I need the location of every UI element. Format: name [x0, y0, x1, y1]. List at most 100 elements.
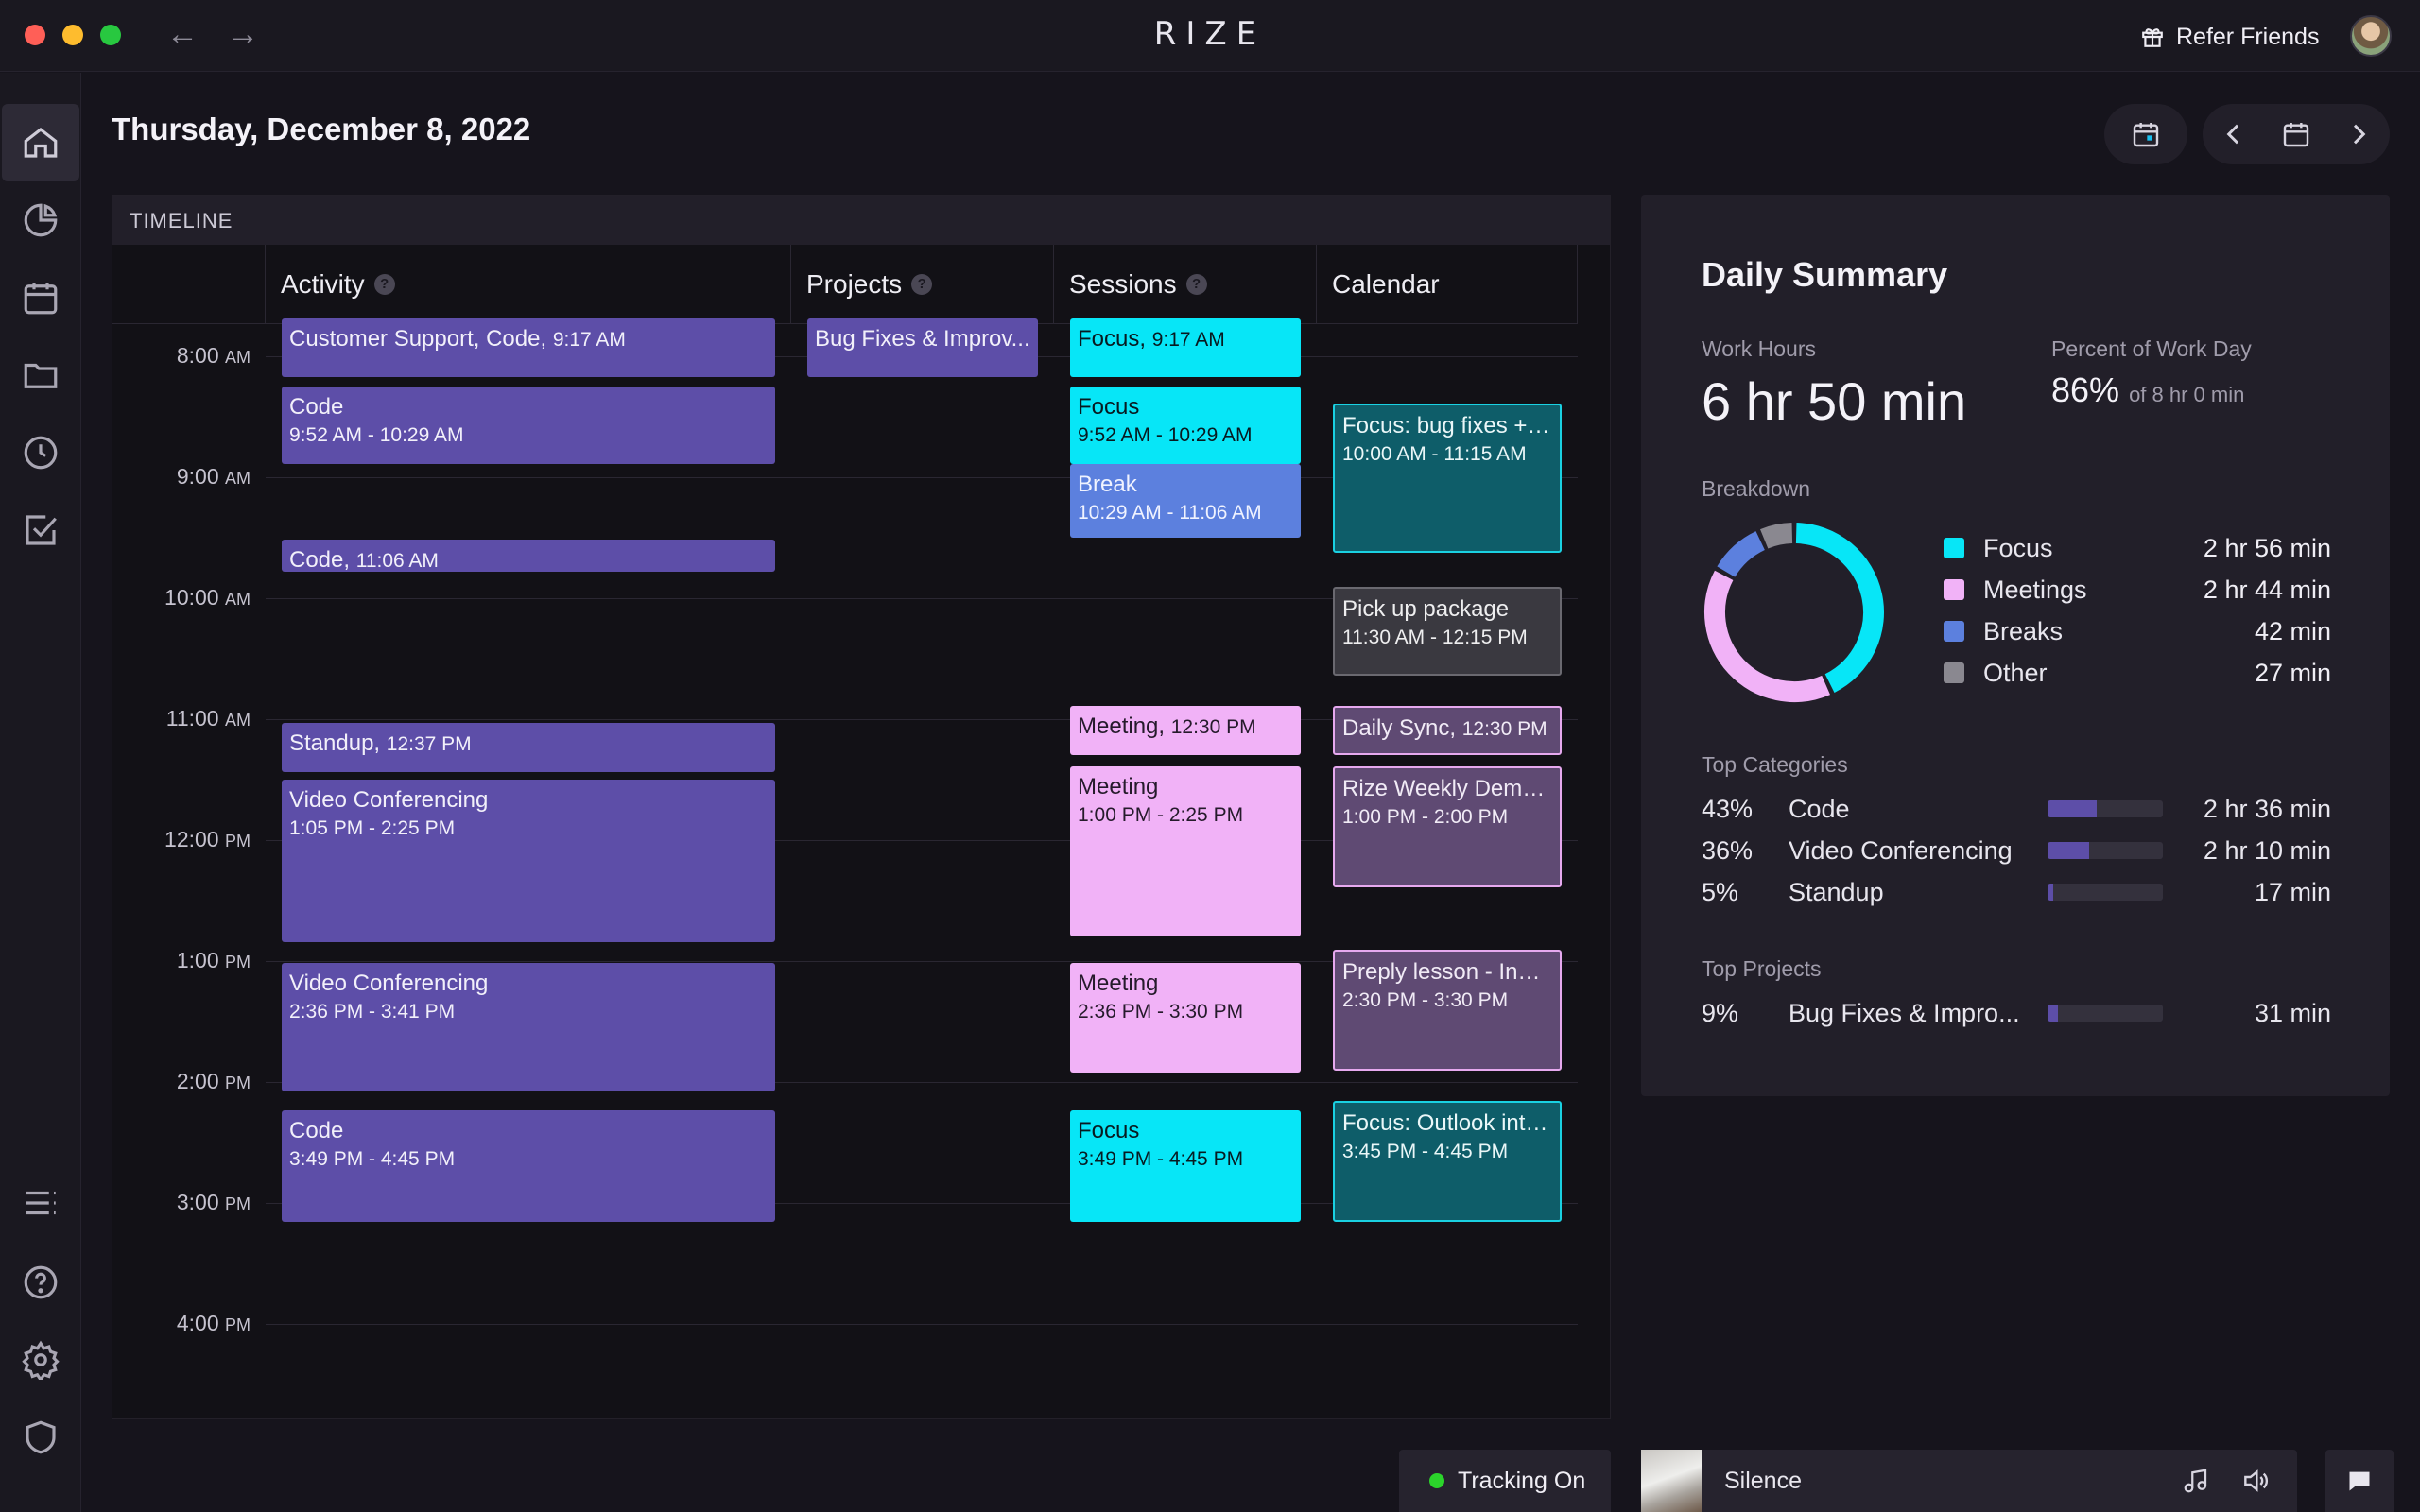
title-bar: ← → RIZE Refer Friends [0, 0, 2420, 72]
breakdown-legend-row: Other 27 min [1944, 654, 2331, 692]
category-row[interactable]: 43% Code 2 hr 36 min [1702, 790, 2331, 828]
event-title: Customer Support, Code, 9:17 AM [289, 326, 626, 352]
event-time: 10:00 AM - 11:15 AM [1342, 443, 1527, 465]
row-name: Standup [1789, 877, 1884, 906]
chevron-right-icon[interactable] [2343, 119, 2374, 149]
activity-event[interactable]: Video Conferencing 2:36 PM - 3:41 PM [282, 963, 775, 1091]
calendar-event[interactable]: Pick up package 11:30 AM - 12:15 PM [1333, 587, 1562, 676]
legend-value: 2 hr 56 min [2203, 533, 2331, 562]
event-time: 12:30 PM [1461, 718, 1547, 740]
home-icon [24, 128, 58, 158]
row-value: 2 hr 10 min [2203, 835, 2331, 865]
summary-title: Daily Summary [1702, 255, 1948, 294]
hour-ampm: AM [225, 711, 251, 730]
help-badge-icon[interactable]: ? [1185, 273, 1207, 295]
nav-calendar[interactable] [2, 259, 79, 336]
sessions-event[interactable]: Break 10:29 AM - 11:06 AM [1070, 464, 1301, 538]
hour-ampm: AM [225, 348, 251, 367]
donut-slice-focus [1795, 523, 1884, 693]
breakdown-label: Breakdown [1702, 476, 1811, 501]
event-time: 11:30 AM - 12:15 PM [1342, 627, 1528, 648]
activity-event[interactable]: Standup, 12:37 PM [282, 723, 775, 772]
category-row[interactable]: 36% Video Conferencing 2 hr 10 min [1702, 832, 2331, 869]
hour-ampm: AM [225, 590, 251, 609]
sessions-event[interactable]: Focus 9:52 AM - 10:29 AM [1070, 387, 1301, 464]
event-title: Code [289, 394, 344, 420]
hour-label: 10:00 AM [135, 585, 251, 610]
row-progress-fill [2048, 1005, 2058, 1022]
activity-event[interactable]: Code 9:52 AM - 10:29 AM [282, 387, 775, 464]
help-badge-icon[interactable]: ? [373, 273, 395, 295]
projects-column-header: Projects? [791, 245, 1054, 324]
music-note-icon[interactable] [2182, 1467, 2210, 1495]
event-title: Preply lesson - Ines... [1342, 959, 1552, 985]
refer-friends-button[interactable]: Refer Friends [2140, 21, 2319, 53]
close-window-button[interactable] [25, 25, 45, 45]
calendar-event[interactable]: Focus: Outlook inte... 3:45 PM - 4:45 PM [1333, 1101, 1562, 1222]
help-badge-icon[interactable]: ? [911, 273, 933, 295]
calendar-picker-icon[interactable] [2281, 119, 2311, 149]
row-progress-fill [2048, 800, 2098, 817]
tracking-status-button[interactable]: Tracking On [1399, 1450, 1611, 1512]
track-name: Silence [1724, 1467, 1802, 1494]
event-title: Code [289, 1118, 344, 1143]
row-progress-bar [2048, 842, 2163, 859]
app-brand: RIZE [1153, 15, 1267, 53]
tracking-label: Tracking On [1458, 1467, 1586, 1494]
forward-arrow-icon[interactable]: → [227, 16, 259, 52]
event-time: 9:52 AM - 10:29 AM [1078, 424, 1253, 446]
hour-gridline [266, 477, 1578, 478]
chat-button[interactable] [2325, 1450, 2394, 1512]
sessions-event[interactable]: Focus, 9:17 AM [1070, 318, 1301, 377]
activity-event[interactable]: Customer Support, Code, 9:17 AM [282, 318, 775, 377]
event-time: 12:30 PM [1170, 716, 1256, 738]
nav-analytics[interactable] [2, 181, 79, 259]
zoom-window-button[interactable] [100, 25, 121, 45]
hour-ampm: PM [225, 1194, 251, 1213]
legend-swatch [1944, 579, 1964, 600]
volume-icon[interactable] [2240, 1466, 2271, 1496]
event-title: Focus, 9:17 AM [1078, 326, 1225, 352]
list-icon [26, 1191, 56, 1215]
legend-value: 2 hr 44 min [2203, 575, 2331, 604]
sessions-event[interactable]: Focus 3:49 PM - 4:45 PM [1070, 1110, 1301, 1222]
calendar-event[interactable]: Rize Weekly Demo ... 1:00 PM - 2:00 PM [1333, 766, 1562, 887]
row-progress-bar [2048, 800, 2163, 817]
nav-list[interactable] [2, 1164, 79, 1242]
calendar-event[interactable]: Preply lesson - Ines... 2:30 PM - 3:30 PM [1333, 950, 1562, 1071]
nav-help[interactable] [2, 1244, 79, 1321]
user-avatar[interactable] [2350, 15, 2392, 57]
activity-event[interactable]: Code 3:49 PM - 4:45 PM [282, 1110, 775, 1222]
activity-event[interactable]: Code, 11:06 AM [282, 540, 775, 572]
calendar-event[interactable]: Focus: bug fixes + i... 10:00 AM - 11:15 … [1333, 404, 1562, 553]
nav-settings[interactable] [2, 1321, 79, 1399]
nav-privacy[interactable] [2, 1399, 79, 1476]
sessions-event[interactable]: Meeting, 12:30 PM [1070, 706, 1301, 755]
projects-event[interactable]: Bug Fixes & Improv... [807, 318, 1038, 377]
hour-label: 4:00 PM [135, 1311, 251, 1336]
sessions-event[interactable]: Meeting 1:00 PM - 2:25 PM [1070, 766, 1301, 936]
hour-label: 2:00 PM [135, 1069, 251, 1094]
activity-event[interactable]: Video Conferencing 1:05 PM - 2:25 PM [282, 780, 775, 942]
calendar-event[interactable]: Daily Sync, 12:30 PM [1333, 706, 1562, 755]
event-time: 1:05 PM - 2:25 PM [289, 817, 456, 839]
legend-name: Other [1983, 658, 2048, 687]
nav-home[interactable] [2, 104, 79, 181]
hour-value: 2:00 [176, 1069, 219, 1093]
legend-swatch [1944, 621, 1964, 642]
legend-name: Breaks [1983, 616, 2064, 645]
nav-tasks[interactable] [2, 491, 79, 569]
percent-of-label: of 8 hr 0 min [2129, 383, 2245, 406]
minimize-window-button[interactable] [62, 25, 83, 45]
nav-projects[interactable] [2, 336, 79, 414]
sessions-column-label: Sessions [1069, 268, 1177, 299]
sessions-event[interactable]: Meeting 2:36 PM - 3:30 PM [1070, 963, 1301, 1073]
nav-history[interactable] [2, 414, 79, 491]
chevron-left-icon[interactable] [2219, 119, 2249, 149]
category-row[interactable]: 5% Standup 17 min [1702, 873, 2331, 911]
timeline-header: TIMELINE [112, 196, 1610, 245]
daily-summary-panel: Daily Summary Work Hours 6 hr 50 min Per… [1641, 195, 2390, 1096]
today-button[interactable] [2104, 104, 2187, 164]
project-row[interactable]: 9% Bug Fixes & Impro... 31 min [1702, 994, 2331, 1032]
back-arrow-icon[interactable]: ← [166, 16, 199, 52]
